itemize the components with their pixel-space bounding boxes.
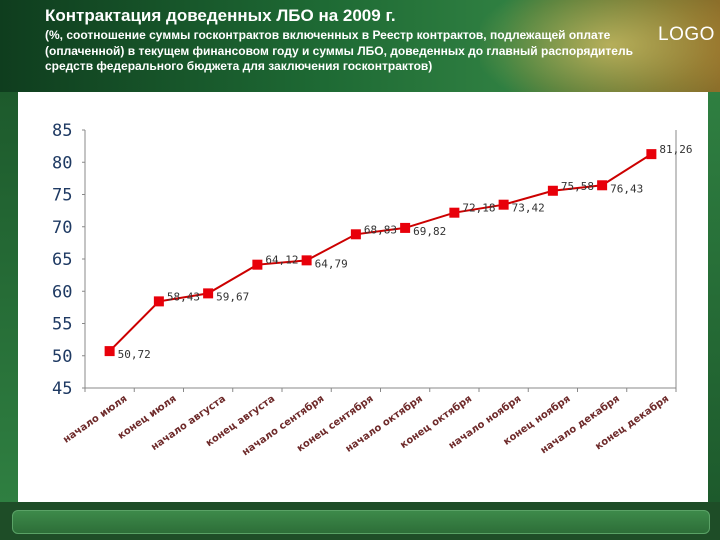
left-border-strip xyxy=(0,92,18,502)
data-point xyxy=(597,180,608,191)
slide-footer xyxy=(0,502,720,540)
chart-axes xyxy=(82,129,677,392)
header-glow-decoration xyxy=(480,0,720,92)
y-tick-label: 65 xyxy=(52,250,72,270)
data-label: 73,42 xyxy=(512,202,545,215)
series-line xyxy=(108,153,652,352)
data-label: 58,43 xyxy=(167,290,200,303)
x-tick-label: начало декабря xyxy=(538,393,622,457)
x-tick-label: начало сентября xyxy=(240,393,327,459)
data-label: 76,43 xyxy=(610,182,643,195)
data-label: 64,79 xyxy=(315,257,348,270)
logo: LOGO xyxy=(658,24,715,45)
data-point xyxy=(400,222,411,233)
y-tick-label: 55 xyxy=(52,315,72,335)
data-point xyxy=(301,255,312,266)
data-point xyxy=(252,259,263,270)
data-label: 69,82 xyxy=(413,225,446,238)
data-label: 75,58 xyxy=(561,180,594,193)
data-point xyxy=(646,149,657,160)
x-tick-label: начало октября xyxy=(343,393,425,455)
slide-subtitle: (%, соотношение суммы госконтрактов вклю… xyxy=(45,28,633,73)
y-tick-label: 60 xyxy=(52,282,72,302)
chart-y-tick-labels: 45 50 55 60 65 70 75 80 85 xyxy=(52,121,72,399)
data-point xyxy=(350,229,361,240)
y-tick-label: 45 xyxy=(52,379,72,399)
footer-bar xyxy=(12,510,710,534)
slide-header: Контрактация доведенных ЛБО на 2009 г. (… xyxy=(0,0,720,92)
y-tick-label: 70 xyxy=(52,218,72,238)
data-label: 68,83 xyxy=(364,223,397,236)
data-point xyxy=(153,296,164,307)
chart-series-line xyxy=(108,153,652,352)
line-chart: 50,72 58,43 59,67 64,12 64,79 68,83 69,82 72,18… xyxy=(52,121,693,459)
data-point xyxy=(547,185,558,196)
y-tick-label: 50 xyxy=(52,347,72,367)
data-point xyxy=(498,199,509,210)
data-point xyxy=(104,346,115,357)
data-label: 72,18 xyxy=(462,202,495,215)
data-label: 64,12 xyxy=(265,254,298,267)
y-tick-label: 85 xyxy=(52,121,72,141)
right-border-strip xyxy=(708,92,720,502)
data-label: 50,72 xyxy=(118,348,151,361)
y-tick-label: 80 xyxy=(52,153,72,173)
chart-points xyxy=(104,149,657,357)
slide-title: Контрактация доведенных ЛБО на 2009 г. xyxy=(45,6,396,25)
data-point xyxy=(203,288,214,299)
y-tick-label: 75 xyxy=(52,186,72,206)
data-label: 59,67 xyxy=(216,290,249,303)
data-point xyxy=(449,207,460,218)
chart-data-labels: 50,72 58,43 59,67 64,12 64,79 68,83 69,82 72,18… xyxy=(118,143,693,361)
data-label: 81,26 xyxy=(659,143,692,156)
